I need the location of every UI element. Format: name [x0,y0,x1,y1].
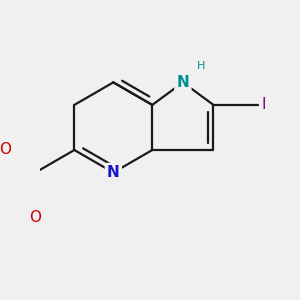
Text: N: N [107,165,120,180]
Text: O: O [0,142,11,158]
Text: H: H [196,61,205,71]
Text: O: O [29,210,41,225]
Text: N: N [176,75,189,90]
Text: I: I [261,98,266,112]
